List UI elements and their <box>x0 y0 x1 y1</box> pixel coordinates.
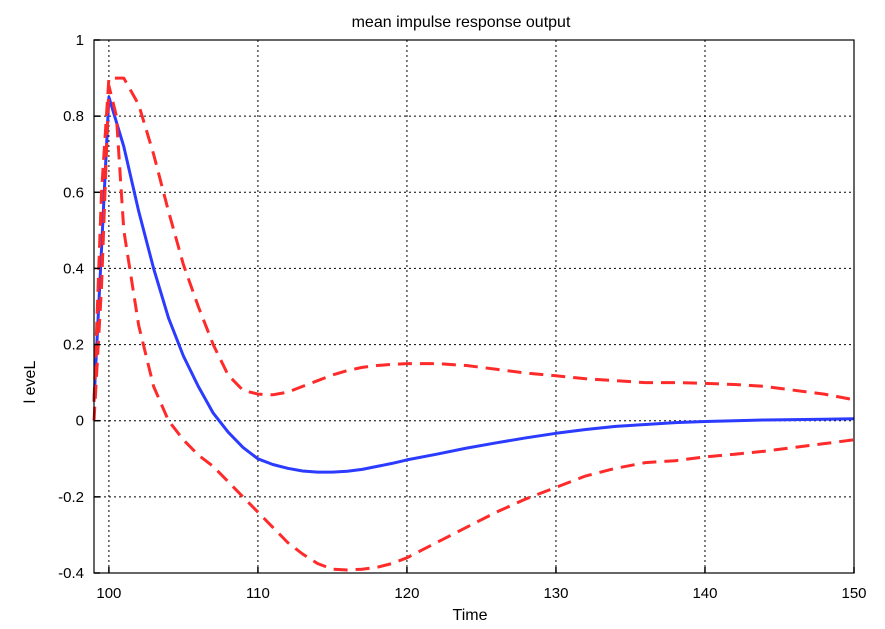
x-tick-label: 110 <box>246 585 270 602</box>
x-axis-label: Time <box>453 607 488 624</box>
series-layer <box>92 76 855 572</box>
chart-title: mean impulse response output <box>352 14 571 31</box>
y-axis-label: l eveL <box>22 361 39 404</box>
confidence-band-line <box>92 76 855 402</box>
plot-frame <box>93 39 855 574</box>
confidence-band-line <box>92 84 855 572</box>
x-tick-label: 120 <box>394 585 419 602</box>
ticks: 100 110 120 130 140 150 -0.4 -0.2 0 0.2 0.4 0.6 0.8 1 <box>58 32 866 602</box>
x-tick-label: 100 <box>96 585 121 602</box>
grid <box>94 39 855 574</box>
y-tick-label: 0.2 <box>63 337 84 354</box>
y-tick-label: 0.4 <box>63 260 84 277</box>
y-tick-label: 0.8 <box>63 108 84 125</box>
y-tick-label: -0.2 <box>58 489 84 506</box>
y-tick-label: -0.4 <box>58 565 84 582</box>
y-tick-label: 0 <box>76 413 84 430</box>
y-tick-label: 1 <box>76 32 84 49</box>
mean-response-line <box>92 95 855 474</box>
x-tick-label: 130 <box>543 585 568 602</box>
x-tick-label: 150 <box>841 585 866 602</box>
x-tick-label: 140 <box>692 585 717 602</box>
y-tick-label: 0.6 <box>63 184 84 201</box>
